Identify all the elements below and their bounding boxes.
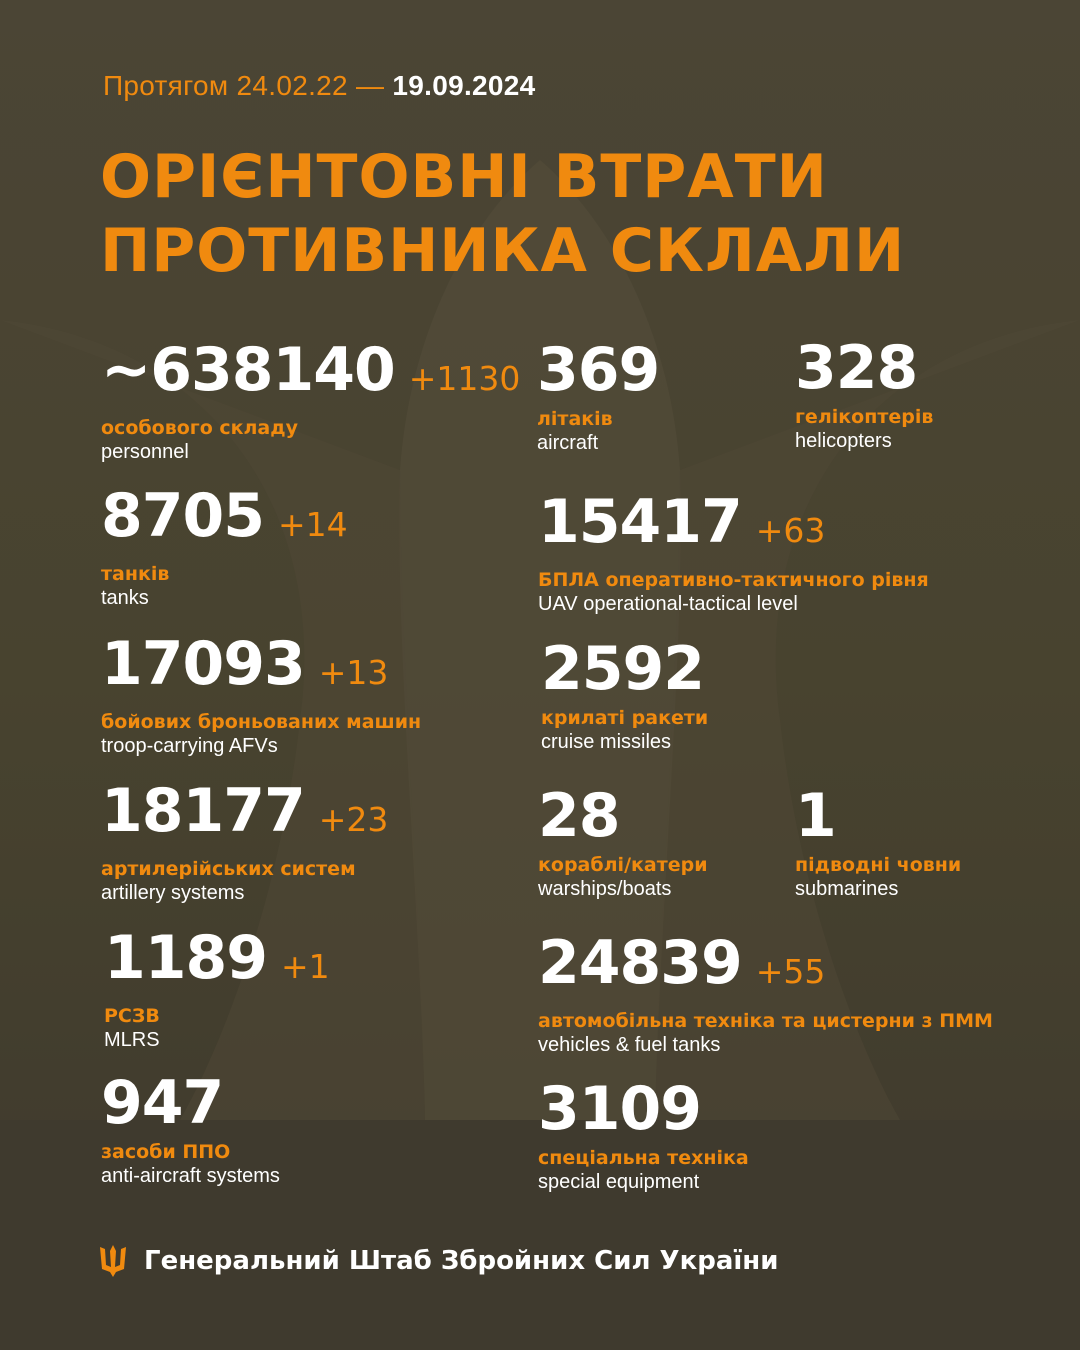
stat-label-en: MLRS: [104, 1029, 160, 1051]
stat-delta: +13: [318, 653, 389, 692]
stat-label-en: personnel: [101, 441, 189, 463]
stat-mlrs: 1189 +1 РСЗВ MLRS: [104, 928, 330, 1052]
stat-delta: +23: [318, 800, 389, 839]
stat-value: 1: [795, 781, 837, 851]
stat-value: 3109: [538, 1074, 702, 1144]
stat-label-ua: бойових броньованих машин: [101, 711, 422, 733]
stat-value: 17093: [101, 629, 306, 699]
stat-delta: +63: [755, 511, 826, 550]
stat-delta: +55: [755, 952, 826, 991]
stat-special-equipment: 3109 спеціальна техніка special equipment: [538, 1079, 749, 1194]
stat-afv: 17093 +13 бойових броньованих машин troop-c…: [101, 634, 421, 758]
stat-label-en: vehicles & fuel tanks: [538, 1034, 721, 1056]
stat-label-en: submarines: [795, 878, 899, 900]
stat-anti-aircraft: 947 засоби ППО anti-aircraft systems: [101, 1073, 280, 1188]
stat-label-en: artillery systems: [101, 882, 245, 904]
period-date: 19.09.2024: [392, 70, 536, 101]
stat-value: 18177: [101, 776, 306, 846]
stat-label-en: special equipment: [538, 1171, 700, 1193]
stat-value: ~638140: [101, 335, 396, 405]
stat-label-ua: підводні човни: [795, 854, 962, 876]
stat-uav: 15417 +63 БПЛА оперативно-тактичного рівня…: [538, 492, 929, 616]
period-prefix: Протягом 24.02.22 —: [103, 70, 385, 101]
stat-label-ua: засоби ППО: [101, 1141, 231, 1163]
stat-value: 369: [537, 335, 660, 405]
stat-submarines: 1 підводні човни submarines: [795, 786, 961, 901]
stat-label-ua: кораблі/катери: [538, 854, 708, 876]
stat-delta: +1: [281, 947, 330, 986]
stat-value: 2592: [541, 634, 705, 704]
stat-label-en: helicopters: [795, 430, 892, 452]
stat-label-en: troop-carrying AFVs: [101, 735, 278, 757]
stat-value: 8705: [101, 481, 265, 551]
stat-label-en: anti-aircraft systems: [101, 1165, 280, 1187]
stat-value: 947: [101, 1068, 224, 1138]
stat-label-en: cruise missiles: [541, 731, 672, 753]
trident-icon: [100, 1245, 126, 1277]
stat-label-ua: крилаті ракети: [541, 707, 709, 729]
title-line-1: ОРІЄНТОВНІ ВТРАТИ: [100, 142, 828, 212]
stat-label-en: UAV operational-tactical level: [538, 593, 798, 615]
title-line-2: ПРОТИВНИКА СКЛАЛИ: [100, 216, 906, 286]
stat-label-ua: літаків: [537, 408, 613, 430]
footer-org-name: Генеральний Штаб Збройних Сил України: [144, 1246, 779, 1276]
stat-label-ua: танків: [101, 563, 170, 585]
stat-label-ua: БПЛА оперативно-тактичного рівня: [538, 569, 929, 591]
stat-label-en: warships/boats: [538, 878, 672, 900]
stat-label-en: aircraft: [537, 432, 599, 454]
stat-helicopters: 328 гелікоптерів helicopters: [795, 338, 933, 453]
stat-value: 1189: [104, 923, 268, 993]
stat-label-ua: спеціальна техніка: [538, 1147, 749, 1169]
stat-label-en: tanks: [101, 587, 149, 609]
stat-value: 15417: [538, 487, 743, 557]
stat-value: 328: [795, 333, 918, 403]
stat-label-ua: особового складу: [101, 417, 298, 439]
footer: Генеральний Штаб Збройних Сил України: [100, 1245, 779, 1277]
stat-vehicles: 24839 +55 автомобільна техніка та цистерни…: [538, 933, 993, 1057]
stat-personnel: ~638140 +1130 особового складу personnel: [101, 340, 520, 464]
stat-label-ua: гелікоптерів: [795, 406, 934, 428]
stat-value: 24839: [538, 928, 743, 998]
page-title: ОРІЄНТОВНІ ВТРАТИ ПРОТИВНИКА СКЛАЛИ: [100, 140, 905, 288]
stat-value: 28: [538, 781, 620, 851]
stat-label-ua: артилерійських систем: [101, 858, 356, 880]
stat-aircraft: 369 літаків aircraft: [537, 340, 660, 455]
stat-warships: 28 кораблі/катери warships/boats: [538, 786, 708, 901]
stat-delta: +1130: [408, 359, 521, 398]
period-text: Протягом 24.02.22 — 19.09.2024: [103, 70, 536, 102]
stat-label-ua: РСЗВ: [104, 1005, 160, 1027]
stat-delta: +14: [278, 505, 348, 544]
stat-tanks: 8705 +14 танків tanks: [101, 486, 348, 610]
stat-label-ua: автомобільна техніка та цистерни з ПММ: [538, 1010, 993, 1032]
stat-artillery: 18177 +23 артилерійських систем artillery s…: [101, 781, 388, 905]
stat-cruise-missiles: 2592 крилаті ракети cruise missiles: [541, 639, 708, 754]
